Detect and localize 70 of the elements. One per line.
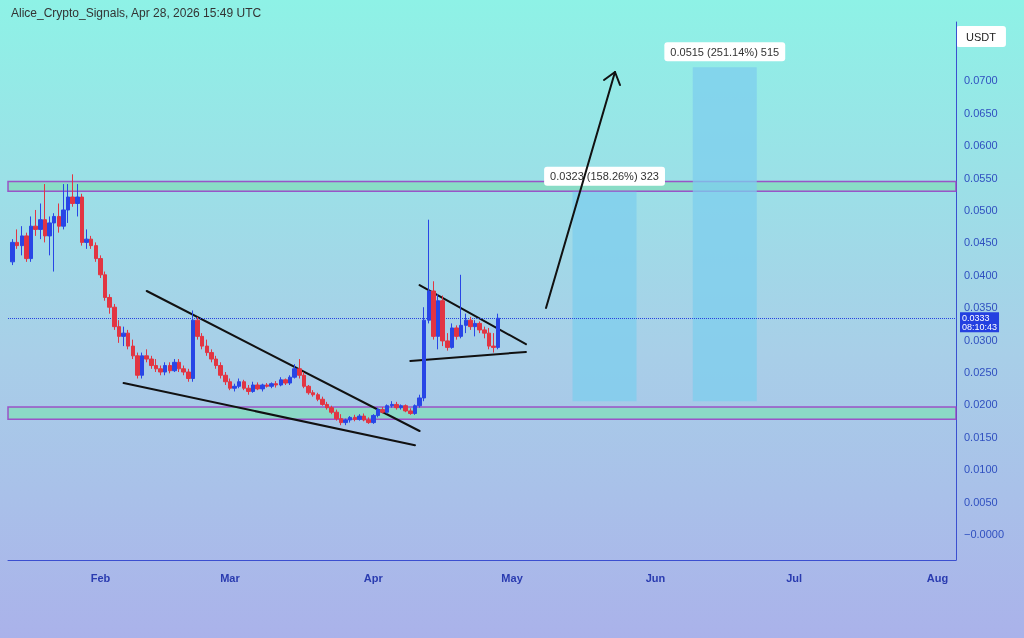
data-label: 0.0515 (251.14%) 515 <box>670 45 780 58</box>
y-tick-label: 0.0250 <box>964 366 998 379</box>
y-tick-label: 0.0700 <box>964 74 998 87</box>
candlestick <box>320 396 325 407</box>
candlestick <box>140 352 144 380</box>
y-axis-title: USDT <box>966 30 997 43</box>
candlestick <box>366 416 371 425</box>
candlestick <box>269 381 274 389</box>
x-tick-label: Feb <box>90 571 111 584</box>
candlestick <box>33 209 38 237</box>
candlestick <box>57 202 61 234</box>
candlestick <box>38 202 43 240</box>
candlestick <box>283 378 288 386</box>
y-tick-label: −0.0000 <box>964 528 1005 541</box>
y-tick-label: 0.0450 <box>964 236 998 249</box>
x-tick-label: Aug <box>926 571 949 584</box>
y-tick-label: 0.0200 <box>964 398 998 411</box>
candlestick <box>43 183 47 243</box>
candlestick <box>394 401 399 411</box>
candlestick <box>265 382 269 389</box>
candlestick <box>121 326 126 347</box>
x-tick-label: May <box>501 571 524 584</box>
y-tick-label: 0.0500 <box>964 203 998 216</box>
y-tick-label: 0.0150 <box>964 430 998 443</box>
candlestick <box>75 183 80 217</box>
x-tick-label: Jun <box>645 571 666 584</box>
y-tick-label: 0.0400 <box>964 268 998 281</box>
y-tick-label: 0.0600 <box>964 139 998 152</box>
candlestick <box>251 381 255 394</box>
y-tick-label: 0.0550 <box>964 171 998 184</box>
candlestick <box>15 228 19 250</box>
x-tick-label: Jul <box>786 571 803 584</box>
candlestick <box>450 322 454 350</box>
candlestick <box>491 332 496 354</box>
candlestick <box>260 383 265 392</box>
y-tick-label: 0.0350 <box>964 301 998 314</box>
candlestick <box>357 413 362 422</box>
candlestick <box>246 384 251 396</box>
candlestick <box>454 324 459 341</box>
candlestick <box>24 232 29 263</box>
candlestick <box>168 361 172 374</box>
candlestick <box>274 380 278 389</box>
candlestick <box>343 418 348 426</box>
candlestick <box>431 280 436 341</box>
candlestick <box>232 383 237 392</box>
candlestick <box>172 358 177 373</box>
candlestick <box>163 361 167 376</box>
candlestick <box>279 376 283 387</box>
candlestick <box>84 228 89 250</box>
candlestick <box>468 316 473 331</box>
x-tick-label: Apr <box>363 571 384 584</box>
candlestick <box>353 414 357 422</box>
candlestick <box>61 183 66 230</box>
y-tick-label: 0.0300 <box>964 333 998 346</box>
ref-line-label: 0.0333 08:10:43 <box>962 312 998 332</box>
candlestick <box>399 403 403 411</box>
y-tick-label: 0.0650 <box>964 106 998 119</box>
y-tick-label: 0.0050 <box>964 495 998 508</box>
candlestick <box>70 173 75 208</box>
candlestick <box>10 238 15 266</box>
y-tick-label: 0.0100 <box>964 463 998 476</box>
candlestick <box>20 225 24 256</box>
candlestick <box>436 293 440 350</box>
x-tick-label: Mar <box>220 571 241 584</box>
candlestick <box>255 381 260 391</box>
candlestick <box>380 406 385 415</box>
data-label: 0.0323 (158.26%) 323 <box>550 170 659 183</box>
candlestick <box>29 215 33 263</box>
candlestick <box>80 193 84 247</box>
chart-title: Alice_Crypto_Signals, Apr 28, 2026 15:49 UTC <box>11 6 262 20</box>
